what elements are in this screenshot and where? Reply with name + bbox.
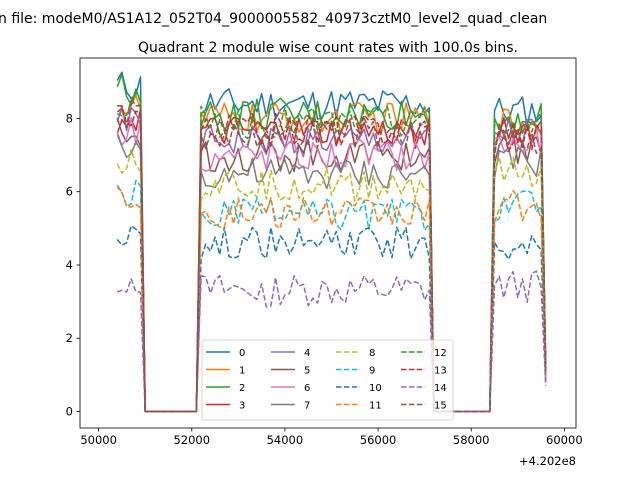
legend-label-15: 15 — [434, 401, 447, 412]
legend-label-10: 10 — [369, 383, 382, 394]
x-tick-label: 52000 — [173, 433, 210, 447]
legend-label-5: 5 — [304, 366, 310, 377]
legend-label-13: 13 — [434, 366, 447, 377]
legend-label-9: 9 — [369, 366, 375, 377]
legend-label-0: 0 — [239, 348, 245, 359]
x-tick-label: 56000 — [360, 433, 397, 447]
legend-label-3: 3 — [239, 401, 245, 412]
x-tick-label: 54000 — [267, 433, 304, 447]
legend-label-7: 7 — [304, 401, 310, 412]
plot-frame — [79, 57, 577, 429]
y-tick-label: 4 — [66, 258, 73, 272]
y-axis: 0 2 4 6 8 — [66, 111, 80, 419]
figure-suptitle: n file: modeM0/AS1A12_052T04_9000005582_… — [0, 11, 547, 27]
y-tick-label: 8 — [66, 111, 73, 125]
x-offset-label: +4.202e8 — [519, 454, 576, 468]
legend-label-1: 1 — [239, 366, 245, 377]
legend-label-6: 6 — [304, 383, 310, 394]
y-tick-label: 6 — [66, 185, 73, 199]
legend-label-14: 14 — [434, 383, 447, 394]
y-tick-label: 2 — [66, 331, 73, 345]
legend-label-2: 2 — [239, 383, 245, 394]
chart-title: Quadrant 2 module wise count rates with … — [138, 40, 518, 56]
x-tick-label: 50000 — [80, 433, 117, 447]
series-line-15 — [116, 98, 547, 413]
series-layer — [116, 71, 547, 413]
x-tick-label: 60000 — [546, 433, 583, 447]
legend-box — [201, 339, 454, 421]
legend-label-11: 11 — [369, 401, 382, 412]
legend-label-4: 4 — [304, 348, 310, 359]
legend-label-8: 8 — [369, 348, 375, 359]
series-line-14 — [117, 270, 547, 413]
y-tick-label: 0 — [66, 405, 73, 419]
legend-label-12: 12 — [434, 348, 447, 359]
x-axis: 50000 52000 54000 56000 58000 60000 — [80, 428, 583, 447]
x-tick-label: 58000 — [453, 433, 490, 447]
